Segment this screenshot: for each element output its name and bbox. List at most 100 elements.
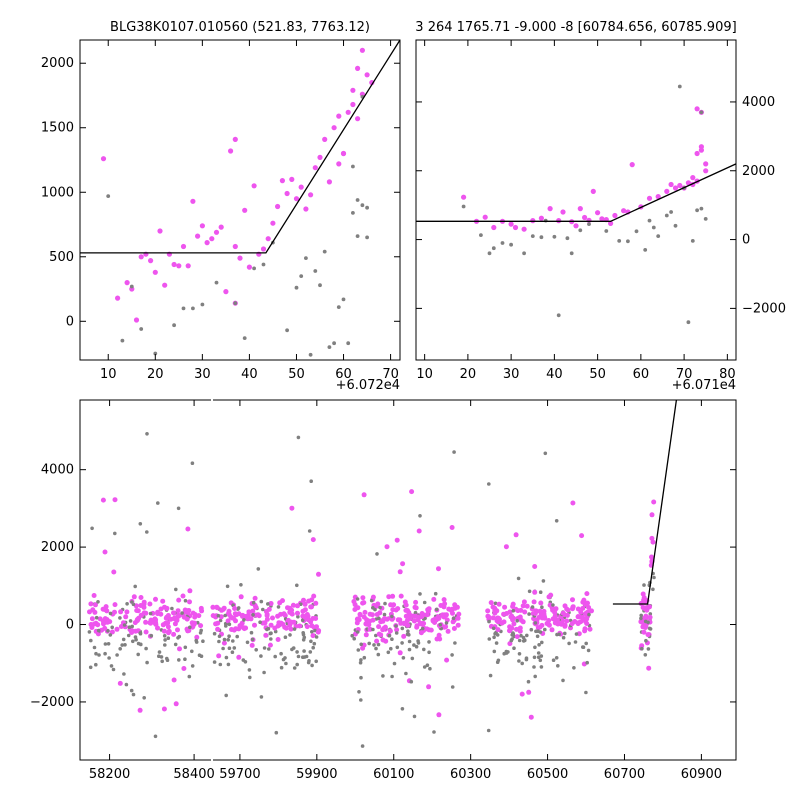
y-tick-label: 0 (66, 618, 74, 633)
point-magenta (419, 611, 425, 616)
point-gray (532, 655, 537, 660)
point-gray (359, 658, 363, 662)
point-magenta (249, 642, 255, 648)
point-gray (422, 665, 427, 669)
point-magenta (386, 594, 392, 600)
point-magenta (540, 612, 546, 617)
point-magenta (694, 150, 700, 157)
x-tick-label: 59700 (219, 767, 260, 782)
point-magenta (413, 613, 419, 619)
point-gray (587, 222, 591, 227)
x-tick-label: 60700 (604, 767, 645, 782)
point-magenta (557, 621, 563, 627)
point-gray (378, 605, 382, 610)
point-gray (225, 584, 230, 589)
point-magenta (268, 601, 274, 606)
point-magenta (279, 178, 285, 184)
point-magenta (461, 194, 467, 200)
point-gray (308, 650, 313, 654)
point-magenta (370, 594, 376, 600)
point-magenta (367, 618, 373, 624)
point-gray (493, 601, 498, 606)
y-tick-label: 2000 (41, 540, 74, 555)
point-magenta (518, 607, 524, 613)
point-magenta (263, 632, 269, 638)
point-gray (355, 234, 360, 239)
point-magenta (401, 633, 407, 639)
point-gray (371, 627, 375, 632)
point-gray (214, 280, 219, 285)
x-tick-label: 70 (382, 367, 399, 382)
point-magenta (165, 624, 171, 630)
point-magenta (646, 665, 652, 671)
point-magenta (698, 147, 705, 153)
point-gray (201, 639, 205, 643)
point-gray (254, 648, 258, 652)
point-magenta (88, 601, 94, 607)
point-gray (634, 229, 639, 234)
point-magenta (158, 611, 164, 617)
point-gray (248, 675, 252, 680)
point-gray (535, 634, 540, 639)
point-gray (573, 640, 578, 644)
point-magenta (407, 615, 413, 621)
point-magenta (586, 605, 592, 610)
point-gray (312, 641, 317, 646)
point-magenta (152, 620, 158, 626)
point-gray (307, 529, 312, 533)
point-magenta (397, 650, 403, 656)
point-magenta (111, 569, 117, 575)
point-gray (97, 653, 101, 657)
point-magenta (209, 236, 215, 242)
point-gray (493, 631, 497, 636)
point-magenta (160, 598, 166, 604)
point-magenta (171, 677, 177, 683)
point-magenta (287, 605, 293, 611)
point-gray (534, 629, 538, 634)
point-gray (138, 631, 143, 635)
point-gray (500, 241, 505, 245)
panel-top-right: 3 264 1765.71 -9.000 -8 [60784.656, 6078… (415, 20, 786, 393)
panel-bottom-frame-right (213, 399, 737, 761)
point-gray (673, 223, 678, 228)
x-tick-label: 60 (335, 367, 352, 382)
point-magenta (360, 645, 366, 651)
point-magenta (351, 599, 357, 604)
point-gray (648, 612, 653, 616)
point-gray (187, 674, 192, 679)
point-magenta (532, 564, 538, 569)
point-gray (295, 650, 299, 654)
point-gray (295, 583, 299, 588)
point-magenta (148, 620, 154, 626)
point-gray (310, 663, 314, 668)
point-gray (224, 624, 228, 628)
point-magenta (168, 616, 174, 622)
x-tick-label: 58400 (173, 767, 214, 782)
point-magenta (531, 599, 537, 605)
point-gray (216, 613, 221, 618)
point-gray (301, 632, 306, 637)
point-magenta (102, 607, 108, 612)
point-gray (567, 641, 571, 646)
point-gray (517, 638, 522, 643)
point-gray (197, 653, 202, 657)
point-magenta (369, 612, 375, 618)
point-magenta (522, 609, 528, 615)
point-magenta (649, 512, 655, 518)
point-magenta (117, 680, 123, 686)
point-gray (432, 730, 436, 734)
point-gray (539, 235, 544, 240)
point-magenta (232, 243, 238, 250)
point-magenta (308, 192, 314, 198)
point-gray (530, 234, 535, 239)
point-magenta (171, 261, 177, 268)
point-magenta (196, 613, 202, 619)
point-gray (259, 654, 263, 658)
point-magenta (252, 595, 258, 601)
point-gray (109, 664, 114, 668)
point-gray (318, 283, 322, 288)
point-gray (108, 611, 113, 616)
point-gray (565, 236, 570, 241)
point-magenta (175, 627, 180, 633)
point-magenta (171, 610, 176, 616)
